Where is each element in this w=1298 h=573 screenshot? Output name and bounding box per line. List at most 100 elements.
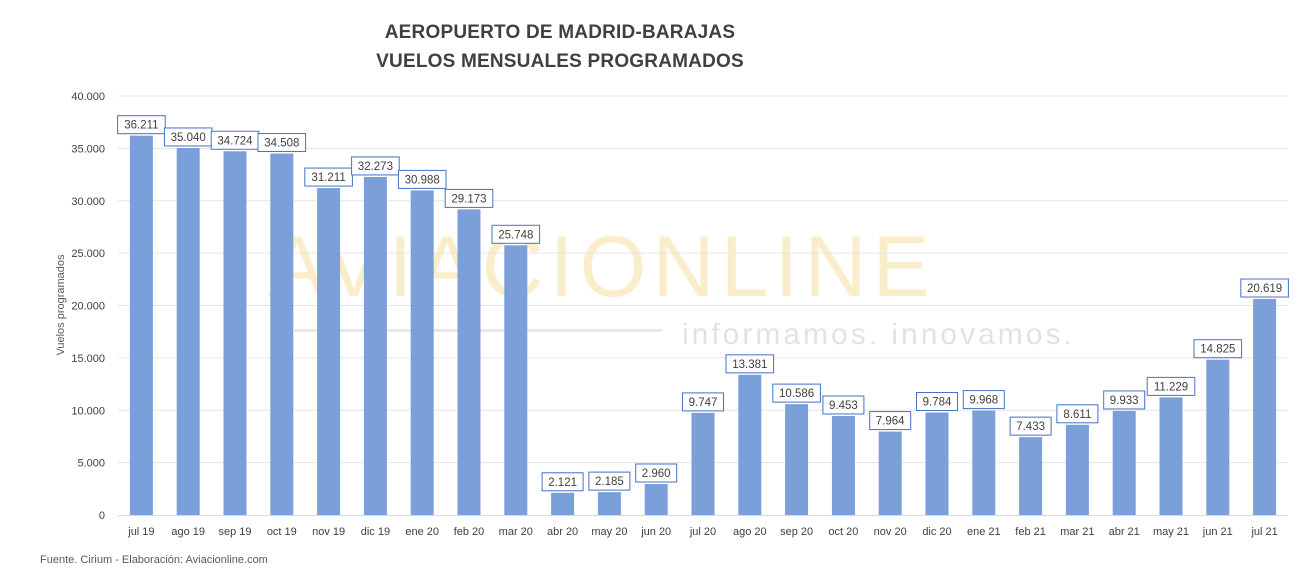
bar <box>644 483 668 515</box>
x-tick-label: jul 19 <box>127 526 154 538</box>
y-tick-label: 40.000 <box>71 91 105 103</box>
bar <box>551 492 575 515</box>
data-label-box <box>869 411 912 431</box>
bar <box>270 153 294 516</box>
data-label: 25.748 <box>498 229 533 241</box>
data-label: 34.508 <box>264 138 299 150</box>
bar <box>176 147 200 515</box>
data-label-box <box>1240 278 1289 298</box>
data-label: 34.724 <box>217 135 253 147</box>
x-tick-label: oct 19 <box>267 526 297 538</box>
y-tick-label: 35.000 <box>71 143 105 155</box>
y-tick-label: 25.000 <box>71 248 105 260</box>
data-label: 20.619 <box>1247 283 1282 295</box>
bar <box>691 412 715 515</box>
data-label-box <box>304 167 353 187</box>
data-label-box <box>962 390 1005 410</box>
data-label-box <box>351 156 400 176</box>
watermark-tagline: informamos. innovamos. <box>682 318 1075 351</box>
data-label: 9.784 <box>923 397 952 409</box>
source-note: Fuente. Cirium - Elaboración: Aviacionli… <box>40 554 268 566</box>
data-label: 7.964 <box>876 416 905 428</box>
data-label-box <box>725 354 775 374</box>
x-tick-label: may 20 <box>591 526 627 538</box>
x-tick-label: mar 20 <box>499 526 533 538</box>
x-tick-label: feb 21 <box>1015 526 1046 538</box>
x-tick-label: jun 20 <box>640 526 671 538</box>
x-tick-label: ago 20 <box>733 526 767 538</box>
bar <box>223 151 247 515</box>
data-label-box <box>635 463 678 483</box>
data-label-box <box>541 472 584 492</box>
y-tick-label: 0 <box>99 510 105 522</box>
x-tick-label: abr 21 <box>1109 526 1140 538</box>
data-label: 8.611 <box>1063 409 1091 421</box>
bar <box>457 209 481 515</box>
data-label-box <box>1103 390 1146 410</box>
bar <box>504 245 528 515</box>
bar <box>878 431 902 515</box>
y-tick-label: 15.000 <box>71 353 105 365</box>
x-tick-label: ago 19 <box>171 526 205 538</box>
data-label-box <box>257 133 307 153</box>
data-label: 9.933 <box>1110 395 1139 407</box>
x-tick-label: dic 20 <box>922 526 951 538</box>
bar <box>1159 397 1183 515</box>
chart-title-line-2: VUELOS MENSUALES PROGRAMADOS <box>376 51 744 72</box>
bar <box>972 410 996 515</box>
bar <box>317 188 341 516</box>
x-tick-label: ene 20 <box>405 526 439 538</box>
data-label: 35.040 <box>171 132 206 144</box>
data-label-box <box>491 224 541 244</box>
x-tick-label: oct 20 <box>828 526 858 538</box>
data-label: 10.586 <box>779 388 814 400</box>
bar <box>1206 359 1230 515</box>
data-label-box <box>1146 376 1196 396</box>
data-label-box <box>682 392 724 412</box>
bar <box>597 492 621 515</box>
data-label: 7.433 <box>1016 421 1045 433</box>
bar <box>785 404 809 515</box>
data-label: 9.453 <box>829 400 858 412</box>
data-label: 11.229 <box>1154 381 1188 393</box>
x-tick-label: feb 20 <box>454 526 485 538</box>
data-label: 31.211 <box>311 172 345 184</box>
x-tick-label: sep 19 <box>218 526 251 538</box>
x-tick-label: mar 21 <box>1060 526 1094 538</box>
data-label: 9.968 <box>969 395 998 407</box>
bar <box>1253 299 1277 515</box>
x-tick-label: abr 20 <box>547 526 578 538</box>
bar <box>1112 410 1136 515</box>
data-label-box <box>444 188 494 208</box>
data-label-box <box>117 115 166 135</box>
bar <box>363 176 387 516</box>
data-label: 32.273 <box>358 161 393 173</box>
y-axis-label: Vuelos programados <box>55 254 67 356</box>
x-tick-label: nov 20 <box>874 526 907 538</box>
x-tick-label: dic 19 <box>361 526 390 538</box>
bar <box>831 415 855 515</box>
data-label: 2.185 <box>595 476 624 488</box>
bar <box>1065 424 1089 515</box>
data-label-box <box>772 383 821 403</box>
bar <box>129 135 153 516</box>
x-tick-label: may 21 <box>1153 526 1189 538</box>
bar <box>738 374 762 515</box>
x-tick-label: ene 21 <box>967 526 1001 538</box>
data-label: 2.121 <box>548 477 577 489</box>
bar <box>410 190 434 515</box>
data-label: 14.825 <box>1200 344 1235 356</box>
data-label-box <box>916 392 958 412</box>
data-label-box <box>822 395 865 415</box>
y-tick-label: 20.000 <box>71 301 105 313</box>
x-tick-label: jul 20 <box>689 526 716 538</box>
data-label-box <box>397 169 447 189</box>
data-label: 9.747 <box>689 397 718 409</box>
data-label: 29.173 <box>451 193 486 205</box>
data-label: 2.960 <box>642 468 671 480</box>
bar <box>1019 437 1043 515</box>
y-tick-label: 10.000 <box>71 405 105 417</box>
y-tick-label: 5.000 <box>77 458 105 470</box>
data-label: 30.988 <box>405 174 440 186</box>
